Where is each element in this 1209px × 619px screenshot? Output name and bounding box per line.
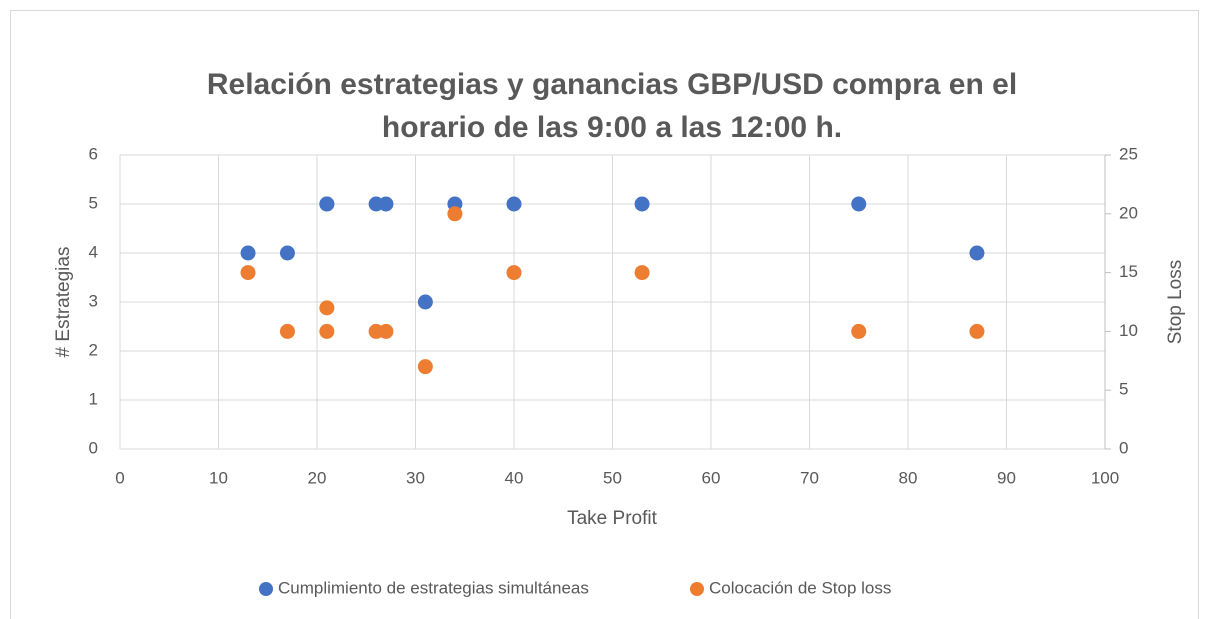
legend-label: Colocación de Stop loss [709,578,891,597]
scatter-point [279,245,295,261]
y-tick-label: 4 [89,242,98,261]
y-tick-label: 2 [89,340,98,359]
legend-marker [259,582,273,596]
scatter-point [240,265,256,281]
scatter-point [417,359,433,375]
scatter-point [319,300,335,316]
x-axis-title: Take Profit [567,508,657,529]
scatter-point [634,196,650,212]
y-tick-label: 6 [89,144,98,163]
y-tick-label: 0 [89,438,98,457]
scatter-point [851,323,867,339]
scatter-point [279,323,295,339]
scatter-point [969,323,985,339]
x-tick-label: 100 [1091,468,1119,487]
chart-title: horario de las 9:00 a las 12:00 h. [382,111,842,144]
x-tick-label: 70 [800,468,819,487]
scatter-point [851,196,867,212]
scatter-point [506,265,522,281]
legend-marker [690,582,704,596]
x-tick-label: 80 [899,468,918,487]
x-tick-label: 20 [308,468,327,487]
scatter-point [378,323,394,339]
scatter-point [506,196,522,212]
y2-tick-label: 10 [1119,321,1138,340]
y2-tick-label: 20 [1119,203,1138,222]
x-tick-label: 30 [406,468,425,487]
x-tick-label: 40 [505,468,524,487]
y-axis-title: # Estrategias [53,247,74,358]
scatter-point [447,206,463,222]
chart-frame [10,10,1199,619]
scatter-point [319,323,335,339]
x-tick-label: 90 [997,468,1016,487]
y-tick-label: 5 [89,193,98,212]
y2-tick-label: 5 [1119,380,1128,399]
legend-label: Cumplimiento de estrategias simultáneas [278,578,589,597]
scatter-point [634,265,650,281]
scatter-point [378,196,394,212]
y2-tick-label: 0 [1119,438,1128,457]
x-tick-label: 0 [115,468,124,487]
x-tick-label: 10 [209,468,228,487]
y2-tick-label: 15 [1119,262,1138,281]
x-tick-label: 60 [702,468,721,487]
scatter-point [240,245,256,261]
y-tick-label: 3 [89,291,98,310]
y-tick-label: 1 [89,389,98,408]
chart-title: Relación estrategias y ganancias GBP/USD… [207,68,1017,101]
y2-tick-label: 25 [1119,144,1138,163]
scatter-point [417,294,433,310]
scatter-point [969,245,985,261]
y2-axis-title: Stop Loss [1165,260,1186,345]
scatter-point [319,196,335,212]
x-tick-label: 50 [603,468,622,487]
